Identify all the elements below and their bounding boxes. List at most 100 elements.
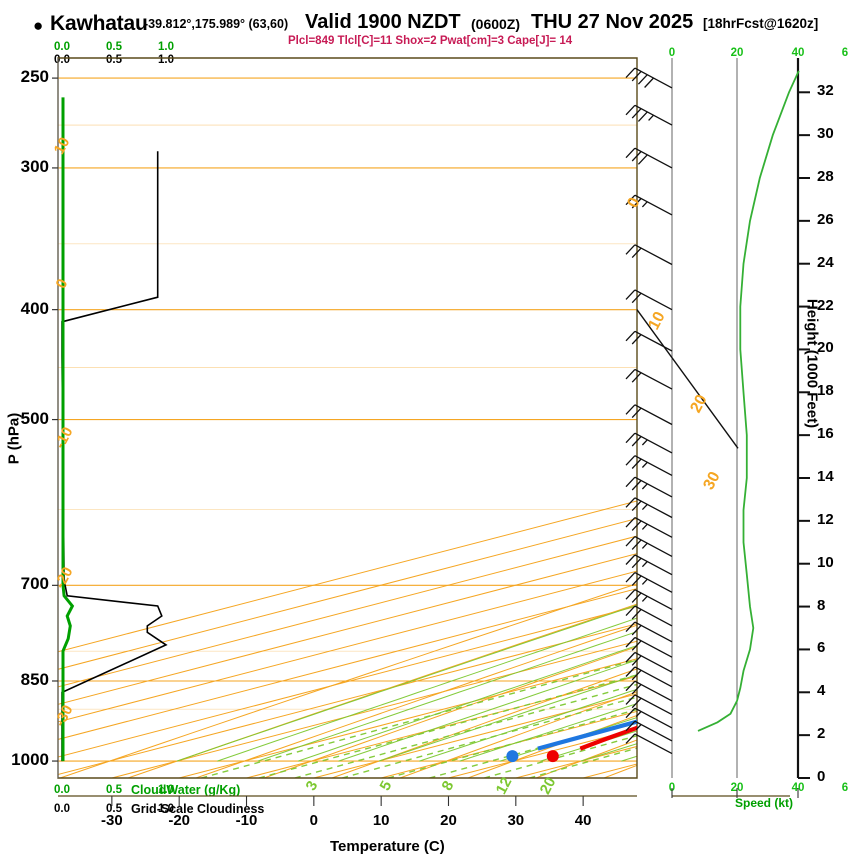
height-tick-label-0: 0 [817, 768, 826, 785]
isotherm-0 [313, 693, 637, 778]
sounding-indices: Plcl=849 Tlcl[C]=11 Shox=2 Pwat[cm]=3 Ca… [288, 35, 573, 47]
isotherm-60 [718, 58, 850, 778]
dry-adiabat-60 [740, 64, 850, 778]
cloudwater-tick-top-2: 1.0 [158, 41, 174, 53]
dry-adiabat-label-left-0: 10 [51, 135, 74, 158]
speed-tick-top-0: 0 [668, 47, 676, 59]
isotherm-50 [650, 58, 850, 778]
pressure-tick-label-250: 250 [20, 67, 49, 87]
valid-date: THU 27 Nov 2025 [531, 11, 694, 33]
height-tick-label-24: 24 [817, 253, 834, 271]
wind-barb-760 [625, 605, 673, 627]
height-tick-label-6: 6 [817, 639, 826, 657]
dry-adiabat-label-left-2: -10 [51, 424, 76, 451]
mixing-ratio-label-20: 20 [537, 775, 560, 798]
main-frame [57, 57, 638, 779]
height-tick-label-16: 16 [817, 425, 834, 443]
wind-barb-505 [625, 404, 673, 426]
isotherm-10 [381, 710, 637, 778]
wind-barb-860 [625, 666, 673, 688]
cloud-panel [61, 97, 168, 762]
dry-adiabat-30 [535, 739, 637, 778]
height-tick-label-30: 30 [817, 125, 834, 143]
wind-barb-660 [625, 536, 673, 557]
height-tick-label-4: 4 [817, 682, 826, 700]
moist-adiabat--30 [176, 604, 637, 762]
mixing-ratio-5 [342, 696, 637, 778]
temperature-tick-label-30: 30 [507, 812, 525, 829]
height-tick-label-32: 32 [817, 82, 834, 100]
cloudiness-tick-top-1: 0.5 [106, 54, 122, 66]
station-bullet-icon: ● [33, 16, 44, 35]
wind-barbs [625, 67, 673, 755]
wind-speed-curve [697, 70, 800, 732]
wind-barb-400 [625, 289, 673, 311]
grid-lines [58, 58, 850, 778]
cloudwater-tick-bottom-2: 1.0 [158, 784, 174, 796]
isotherm--100 [58, 518, 637, 670]
pressure-tick-label-300: 300 [20, 156, 49, 176]
wind-barb-735 [625, 589, 673, 610]
wind-barb-330 [625, 194, 673, 216]
plot-frame [52, 57, 810, 806]
height-tick-label-8: 8 [817, 596, 826, 614]
wind-barb-710 [625, 572, 673, 593]
mixing-ratio-label-8: 8 [439, 778, 458, 793]
surface-temperature-dot [546, 750, 559, 763]
station-coordinates: -39.812°,175.989° (63,60) [144, 17, 289, 31]
speed-tick-top-1: 20 [730, 47, 744, 59]
wind-barb-535 [625, 432, 673, 454]
dry-adiabat--40 [59, 583, 637, 778]
wind-barb-635 [625, 517, 673, 538]
pressure-tick-label-700: 700 [20, 574, 49, 594]
temp-label-0: 0 [624, 195, 643, 211]
moist-adiabat-30 [580, 743, 637, 762]
wind-barb-810 [625, 636, 673, 658]
cloudiness-tick-bottom-1: 0.5 [106, 803, 122, 815]
isotherm--110 [58, 500, 637, 653]
wind-barb-885 [625, 680, 673, 702]
wind-barb-560 [625, 455, 673, 476]
barb-bound-upper [636, 309, 739, 449]
speed-tick-top-3: 6 [841, 47, 849, 59]
cloudwater-tick-top-0: 0.0 [54, 41, 70, 53]
temperature-tick-label-40: 40 [574, 812, 592, 829]
height-tick-label-10: 10 [817, 553, 834, 571]
mixing-ratio-label-3: 3 [303, 778, 322, 793]
cloudwater-axis-label: CloudWater (g/Kg) [131, 783, 241, 797]
height-tick-label-12: 12 [817, 510, 834, 528]
temperature-tick-label-0: 0 [309, 812, 318, 829]
grid-scale-cloudiness-curve [61, 151, 168, 762]
moist-adiabat--18 [257, 631, 637, 762]
wind-barb-255 [625, 67, 673, 89]
moist-adiabat--24 [217, 617, 637, 762]
isotherm--60 [58, 588, 637, 740]
moist-adiabat-0 [378, 674, 637, 762]
forecast-hour: [18hrFcst@1620z] [703, 16, 819, 31]
speed-tick-bottom-3: 6 [841, 782, 849, 794]
pressure-tick-label-850: 850 [20, 669, 49, 689]
dry-adiabat-0 [331, 668, 637, 778]
isotherm--80 [58, 553, 637, 705]
cloudiness-tick-bottom-2: 1.0 [158, 803, 174, 815]
moist-adiabat--12 [297, 644, 637, 762]
cloudiness-axis-label: Grid-Scale Cloudiness [131, 802, 265, 816]
wind-barb-610 [625, 497, 673, 519]
moist-adiabat--6 [338, 659, 637, 762]
valid-time-utc: (0600Z) [471, 16, 521, 32]
pressure-tick-label-500: 500 [20, 408, 49, 428]
mixing-ratio-label-5: 5 [377, 778, 396, 793]
dry-adiabat-label-left-3: -20 [51, 564, 76, 591]
isotherm--70 [58, 570, 637, 723]
wind-barb-935 [625, 707, 673, 729]
dry-adiabat-70 [808, 64, 850, 778]
wind-barb-910 [625, 694, 673, 716]
temperature-tick-label-10: 10 [372, 812, 390, 829]
temp-label-10: 10 [645, 309, 668, 333]
wind-barb-985 [625, 733, 673, 755]
wind-barb-685 [625, 554, 673, 576]
cloudwater-tick-bottom-1: 0.5 [106, 784, 122, 796]
cloudiness-tick-bottom-0: 0.0 [54, 803, 70, 815]
